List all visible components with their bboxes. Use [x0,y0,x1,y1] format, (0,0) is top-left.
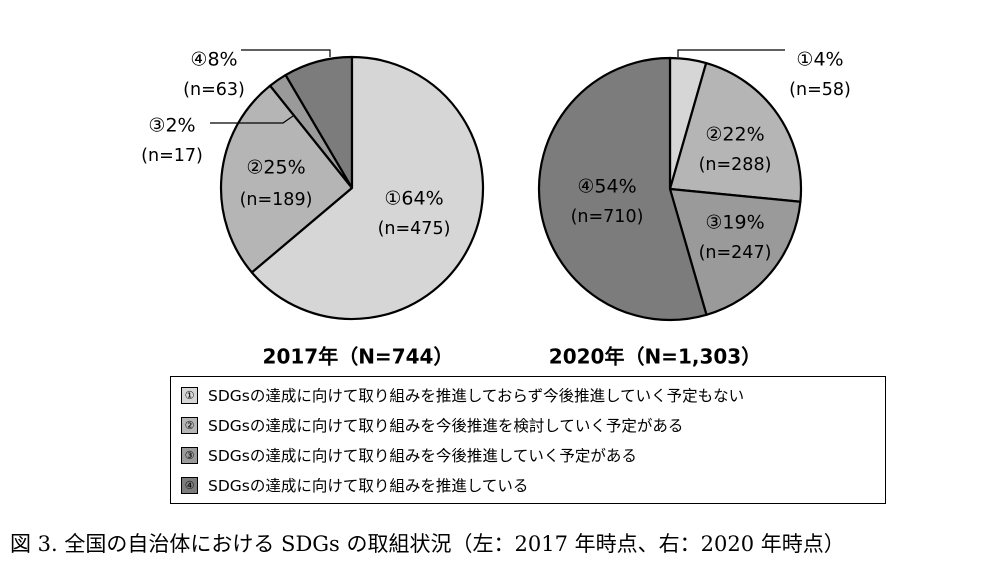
pie-annotations: ④8% (n=63) ③2% (n=17) ②25% (n=189) ①64% (n=475)… [141,49,851,369]
pie-slice-2020-4 [537,56,708,322]
percent-label-2020-1: ①4% [796,49,843,71]
percent-label-2017-3: ③2% [148,115,195,137]
count-label-2020-1: (n=58) [789,80,851,100]
legend: ① SDGsの達成に向けて取り組みを推進しておらず今後推進していく予定もない ②… [170,376,886,504]
percent-label-2017-4: ④8% [190,49,237,71]
chart-title-2020: 2020年（N=1,303） [549,345,761,369]
count-label-2017-3: (n=17) [141,146,203,166]
legend-swatch-3: ③ [181,446,198,464]
percent-label-2020-2: ②22% [705,124,764,146]
legend-item-4: ④ SDGsの達成に向けて取り組みを推進している [181,473,528,497]
legend-label-2: SDGsの達成に向けて取り組みを今後推進を検討していく予定がある [208,417,684,435]
percent-label-2020-3: ③19% [705,212,764,234]
leader-line-2020-1 [677,49,785,57]
leader-line-2017-4 [241,49,331,57]
legend-item-2: ② SDGsの達成に向けて取り組みを今後推進を検討していく予定がある [181,413,683,437]
legend-label-3: SDGsの達成に向けて取り組みを今後推進していく予定がある [208,447,637,465]
pie-chart-2017 [219,55,485,321]
count-label-2020-4: (n=710) [571,207,644,227]
count-label-2017-4: (n=63) [183,80,245,100]
leader-line-2017-3 [210,115,294,124]
legend-swatch-1: ① [181,386,198,404]
percent-label-2017-2: ②25% [246,157,305,179]
figure-caption: 図 3. 全国の自治体における SDGs の取組状況（左：2017 年時点、右：… [10,532,845,556]
legend-item-1: ① SDGsの達成に向けて取り組みを推進しておらず今後推進していく予定もない [181,383,744,407]
legend-label-1: SDGsの達成に向けて取り組みを推進しておらず今後推進していく予定もない [208,387,745,405]
legend-swatch-4: ④ [181,476,198,494]
count-label-2017-2: (n=189) [240,190,313,210]
pie-slice-2017-2 [219,84,354,274]
pie-slice-2020-2 [668,61,803,203]
count-label-2020-2: (n=288) [699,155,772,175]
pie-slice-2017-1 [250,55,485,321]
chart-title-2017: 2017年（N=744） [263,345,454,369]
percent-label-2017-1: ①64% [384,188,443,210]
legend-item-3: ③ SDGsの達成に向けて取り組みを今後推進していく予定がある [181,443,637,467]
percent-label-2020-4: ④54% [577,176,636,198]
legend-swatch-2: ② [181,416,198,434]
legend-label-4: SDGsの達成に向けて取り組みを推進している [208,477,529,495]
pie-slice-2020-3 [668,187,802,316]
pie-chart-2020 [537,56,803,322]
count-label-2017-1: (n=475) [378,219,451,239]
count-label-2020-3: (n=247) [699,243,772,263]
